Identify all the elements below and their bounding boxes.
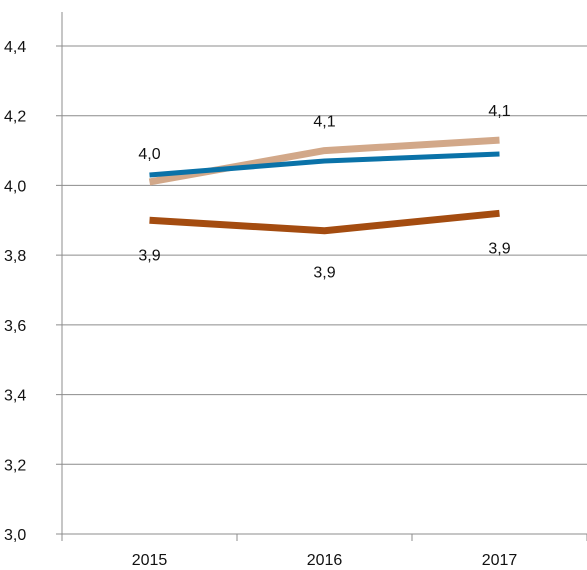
data-label: 4,1 [488, 103, 510, 120]
data-label: 3,9 [488, 240, 510, 257]
data-label: 4,1 [313, 114, 335, 131]
y-tick-label: 3,0 [4, 527, 26, 544]
gridlines [56, 45, 587, 535]
x-tick-label: 2016 [307, 552, 343, 569]
x-tick-label: 2017 [482, 552, 518, 569]
y-tick-label: 3,6 [4, 318, 26, 335]
axes: 3,0 3,2 3,4 3,6 3,8 4,0 4,2 4,4 2015 2016 2017 [4, 12, 587, 569]
data-label: 4,0 [138, 146, 160, 163]
series-line [149, 209, 500, 235]
y-tick-label: 4,0 [4, 178, 26, 195]
y-tick-label: 4,2 [4, 109, 26, 126]
data-label: 3,9 [313, 265, 335, 282]
series-lines [148, 136, 500, 235]
y-tick-label: 4,4 [4, 39, 26, 56]
x-tick-label: 2015 [132, 552, 168, 569]
data-label: 3,9 [138, 247, 160, 264]
y-tick-label: 3,4 [4, 388, 26, 405]
y-tick-label: 3,8 [4, 248, 26, 265]
data-labels: 4,0 4,1 4,1 3,9 3,9 3,9 [138, 103, 510, 282]
y-tick-label: 3,2 [4, 457, 26, 474]
series-line [149, 151, 500, 178]
